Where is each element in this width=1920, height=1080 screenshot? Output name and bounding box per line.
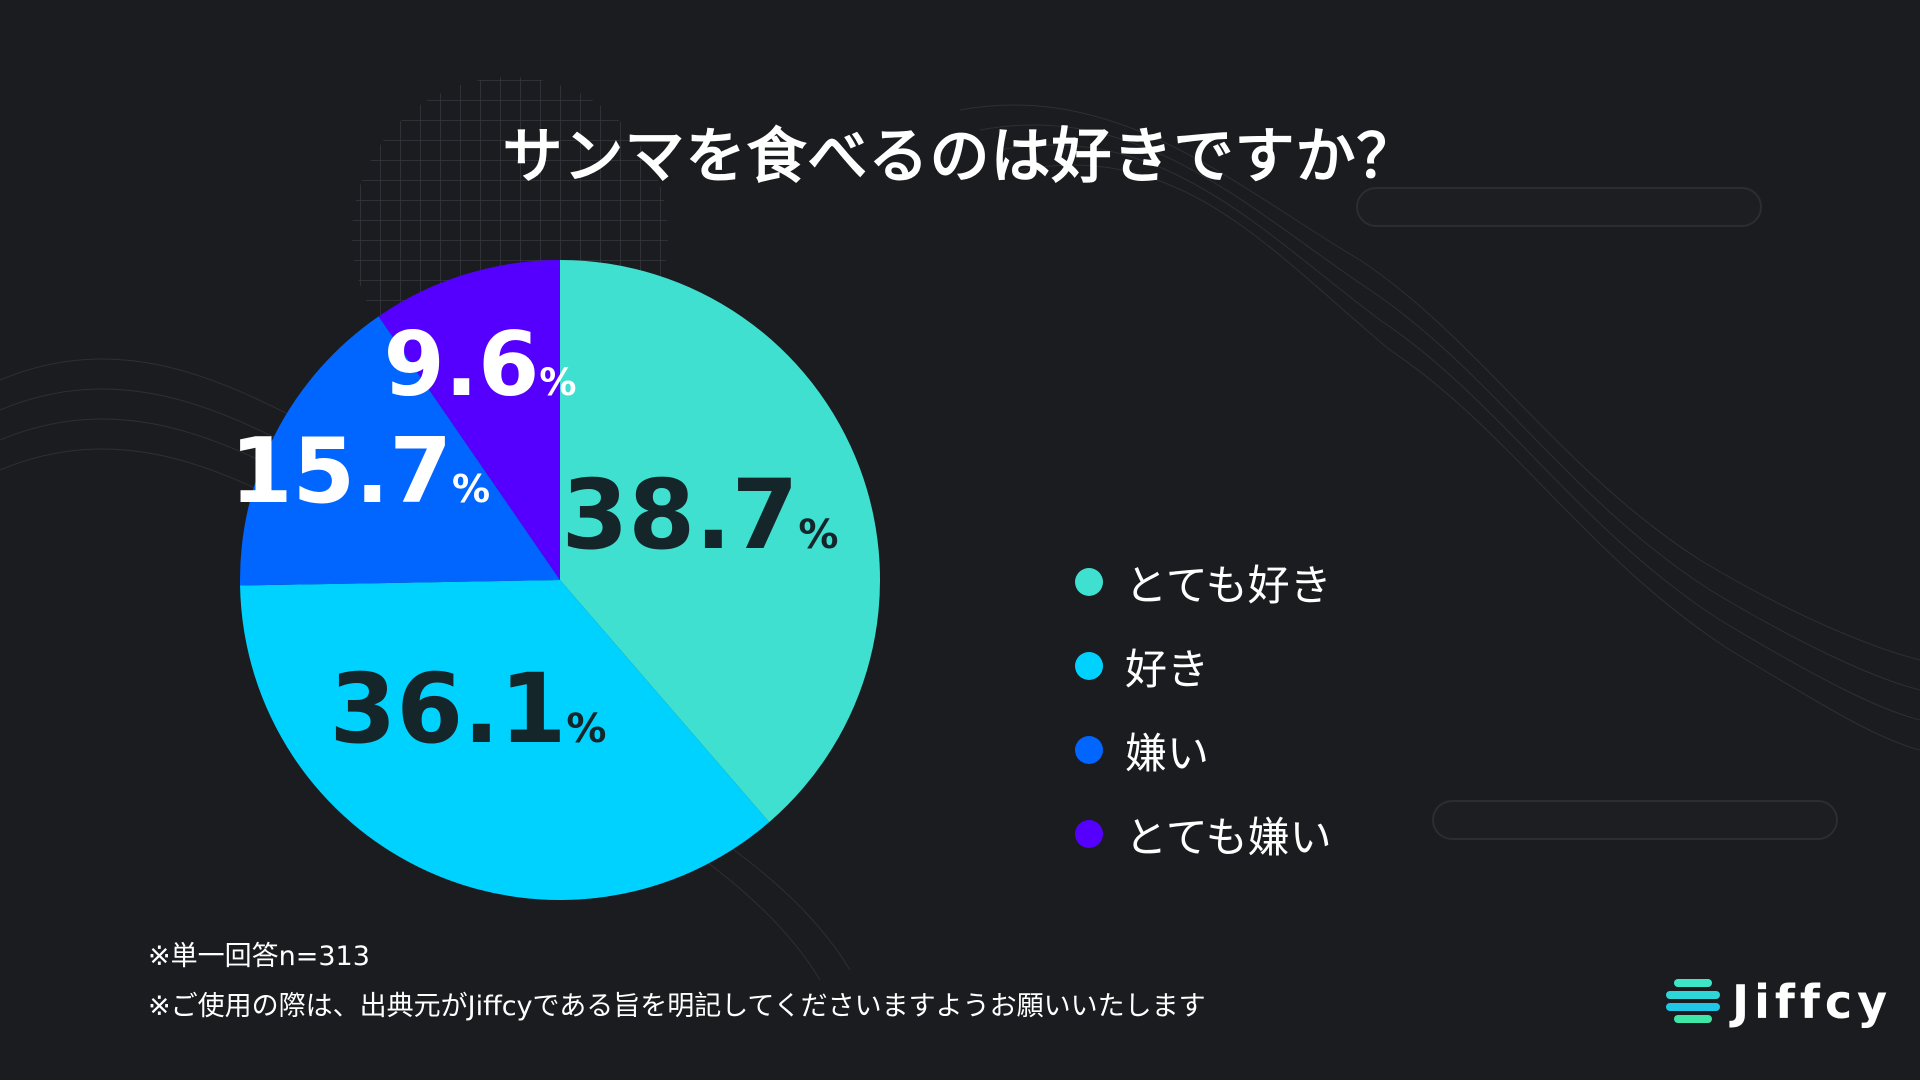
legend-item: 好き xyxy=(1075,624,1332,708)
sample-size-note: ※単一回答n=313 xyxy=(148,941,370,972)
pie-slice xyxy=(378,260,560,580)
jiffcy-logo-icon xyxy=(1666,979,1720,1023)
legend-label: 嫌い xyxy=(1125,728,1210,778)
legend: とても好き 好き 嫌い とても嫌い xyxy=(1075,540,1332,876)
legend-swatch xyxy=(1075,568,1103,596)
footnotes: ※単一回答n=313 ※ご使用の際は、出典元がJiffcyである旨を明記してくだ… xyxy=(148,932,1206,1032)
legend-label: 好き xyxy=(1125,644,1210,694)
legend-swatch xyxy=(1075,820,1103,848)
slice-value-label: 15.7% xyxy=(230,419,490,524)
usage-note: ※ご使用の際は、出典元がJiffcyである旨を明記してくださいますようお願いいた… xyxy=(148,991,1206,1022)
legend-item: 嫌い xyxy=(1075,708,1332,792)
decorative-pill-bottom xyxy=(1432,800,1838,840)
jiffcy-logo: Jiffcy xyxy=(1664,975,1892,1029)
legend-label: とても嫌い xyxy=(1125,812,1332,862)
pie-slice xyxy=(240,580,770,901)
slice-value-label: 36.1% xyxy=(330,653,607,765)
legend-label: とても好き xyxy=(1125,560,1332,610)
slice-value-label: 38.7% xyxy=(562,459,839,571)
decorative-pill-top xyxy=(1356,187,1762,227)
pie-slice xyxy=(560,260,881,823)
legend-item: とても嫌い xyxy=(1075,792,1332,876)
logo-text: Jiffcy xyxy=(1732,975,1893,1029)
legend-item: とても好き xyxy=(1075,540,1332,624)
slice-value-label: 9.6% xyxy=(384,313,577,416)
legend-swatch xyxy=(1075,736,1103,764)
chart-title: サンマを食べるのは好きですか？ xyxy=(502,122,1418,192)
pie-slice xyxy=(240,316,560,586)
pie-chart: 38.7% 36.1% 15.7%9.6% xyxy=(230,260,881,901)
legend-swatch xyxy=(1075,652,1103,680)
